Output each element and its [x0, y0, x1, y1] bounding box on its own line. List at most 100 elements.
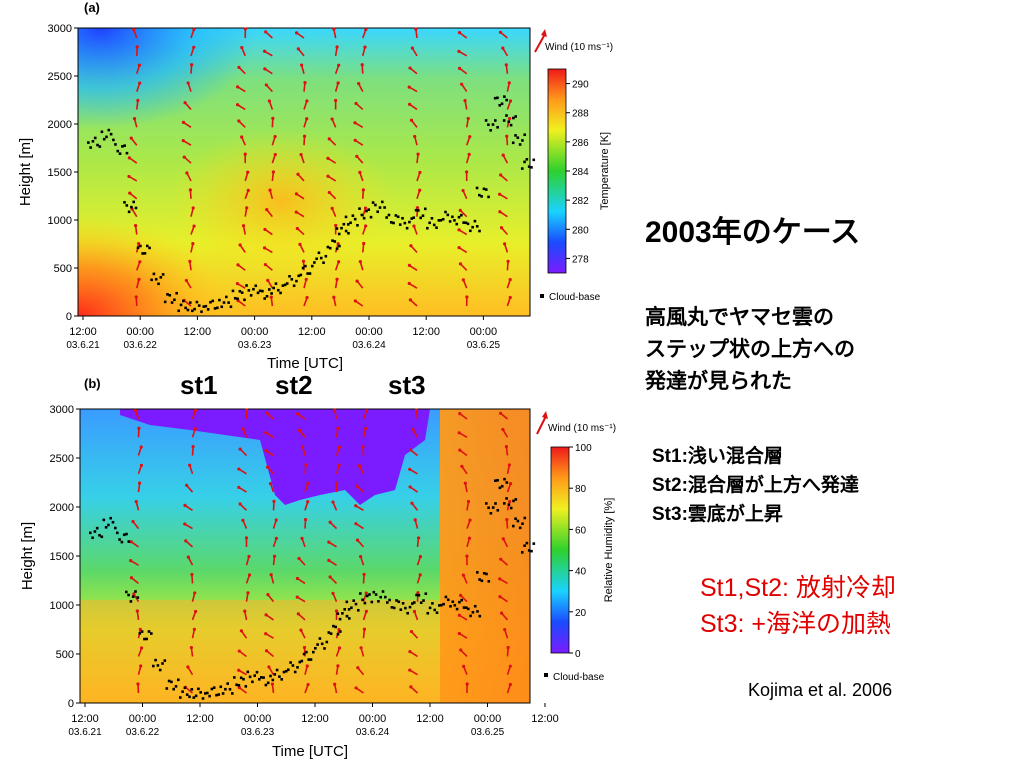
- cloud-base-point: [221, 692, 225, 695]
- wind-arrow-head: [271, 116, 275, 120]
- cloud-base-point: [401, 216, 404, 220]
- cloud-base-point: [225, 295, 228, 299]
- wind-arrow-head: [188, 463, 192, 467]
- wind-arrow-head: [416, 591, 420, 595]
- cloud-base-point: [494, 479, 497, 483]
- wind-arrow-head: [296, 172, 300, 176]
- stage-item-st1: St1:浅い混合層: [652, 446, 783, 467]
- x-tick-time: 00:00: [244, 713, 272, 725]
- cloud-base-point: [200, 310, 203, 314]
- cloud-base-point: [334, 625, 337, 629]
- wind-arrow-head: [364, 224, 368, 228]
- cloud-base-point: [212, 686, 216, 689]
- wind-arrow-head: [267, 99, 271, 103]
- wind-arrow-head: [331, 591, 335, 595]
- wind-arrow-head: [357, 464, 362, 468]
- colorbar-tick-label: 284: [572, 167, 589, 178]
- wind-arrow-head: [235, 103, 240, 107]
- cloud-base-point: [417, 209, 420, 212]
- cloud-base-point: [388, 598, 391, 602]
- wind-arrow-head: [306, 481, 310, 486]
- panel-b-cloud-base: [89, 477, 536, 700]
- wind-arrow-head: [305, 664, 309, 668]
- wind-arrow-head: [462, 664, 466, 668]
- cloud-base-point: [140, 630, 144, 633]
- cloud-base-point: [419, 216, 422, 220]
- panel-a: (a) 3000 2500 2000 1500 1000 500 0 12:00 03.6.2…: [17, 0, 613, 372]
- wind-arrow-head: [185, 171, 189, 175]
- wind-arrow-head: [235, 282, 240, 286]
- cloud-base-point: [523, 133, 527, 137]
- cloud-base-point: [305, 650, 308, 654]
- cloud-base-point: [231, 692, 234, 695]
- cloud-base-point: [193, 307, 196, 311]
- cloud-base-point: [527, 549, 531, 552]
- cloud-base-point: [354, 602, 358, 606]
- cloud-base-point: [114, 143, 117, 146]
- cloud-base-point: [493, 96, 497, 100]
- wind-arrow-head: [336, 664, 340, 668]
- cloud-base-point: [496, 96, 499, 100]
- wind-arrow-head: [264, 449, 268, 453]
- cloud-base-point: [432, 223, 436, 227]
- cloud-base-point: [437, 219, 441, 222]
- cloud-base-point: [181, 690, 184, 693]
- wind-arrow-head: [415, 206, 420, 210]
- wind-arrow-head: [410, 501, 414, 505]
- cloud-base-point: [233, 296, 237, 300]
- cloud-base-point: [395, 599, 398, 602]
- wind-arrow-head: [418, 555, 423, 559]
- wind-arrow-head: [247, 554, 251, 559]
- wind-arrow-head: [416, 152, 420, 156]
- cloud-base-point: [478, 578, 481, 581]
- cloud-base-point: [480, 195, 483, 198]
- cloud-base-point: [342, 222, 346, 226]
- cloud-base-point: [237, 684, 241, 687]
- wind-arrow-head: [413, 518, 417, 522]
- panel-b-wind-arrows: [129, 408, 513, 694]
- cloud-base-point: [179, 696, 182, 699]
- x-tick-time: 00:00: [474, 713, 502, 725]
- cloud-base-point: [319, 256, 323, 260]
- wind-arrow-head: [295, 412, 300, 416]
- cloud-base-point: [139, 244, 142, 248]
- wind-arrow-head: [296, 47, 300, 51]
- cloud-base-point: [521, 139, 524, 142]
- wind-arrow-head: [409, 118, 414, 122]
- y-tick-label: 2500: [50, 453, 74, 465]
- wind-arrow-head: [457, 228, 461, 232]
- cloud-base-point: [374, 203, 377, 207]
- wind-arrow-head: [337, 260, 341, 264]
- wind-arrow-head: [267, 665, 271, 669]
- wind-arrow-head: [498, 192, 502, 196]
- wind-arrow-head: [186, 555, 190, 559]
- cloud-base-point: [484, 188, 488, 191]
- cloud-base-point: [439, 218, 443, 222]
- cloud-base-point: [514, 498, 518, 501]
- panel-b-dry-region: [120, 409, 430, 505]
- wind-arrow-head: [238, 502, 242, 506]
- wind-arrow-head: [306, 500, 310, 504]
- wind-arrow-head: [504, 444, 509, 449]
- cloud-base-point: [392, 221, 395, 225]
- cloud-base-point: [145, 244, 149, 248]
- panel-a-colorbar: [547, 68, 567, 274]
- cloud-base-point: [511, 141, 515, 145]
- cloud-base-point: [516, 136, 520, 140]
- cloud-base-point: [406, 611, 409, 615]
- x-tick-date: 03.6.24: [356, 727, 390, 738]
- wind-arrow-head: [127, 174, 131, 179]
- cloud-base-point: [336, 632, 340, 636]
- cloud-base-point: [327, 631, 331, 634]
- cloud-base-point: [173, 298, 176, 302]
- cloud-base-point: [150, 632, 153, 635]
- cloud-base-point: [401, 602, 405, 605]
- cloud-base-point: [87, 141, 90, 144]
- wind-arrow-head: [503, 628, 507, 632]
- wind-arrow-head: [363, 45, 367, 49]
- wind-arrow-head: [501, 46, 505, 50]
- wind-arrow-head: [507, 81, 511, 85]
- cloud-base-point: [408, 605, 412, 609]
- cloud-base-point: [121, 145, 124, 148]
- wind-arrow-head: [498, 30, 503, 34]
